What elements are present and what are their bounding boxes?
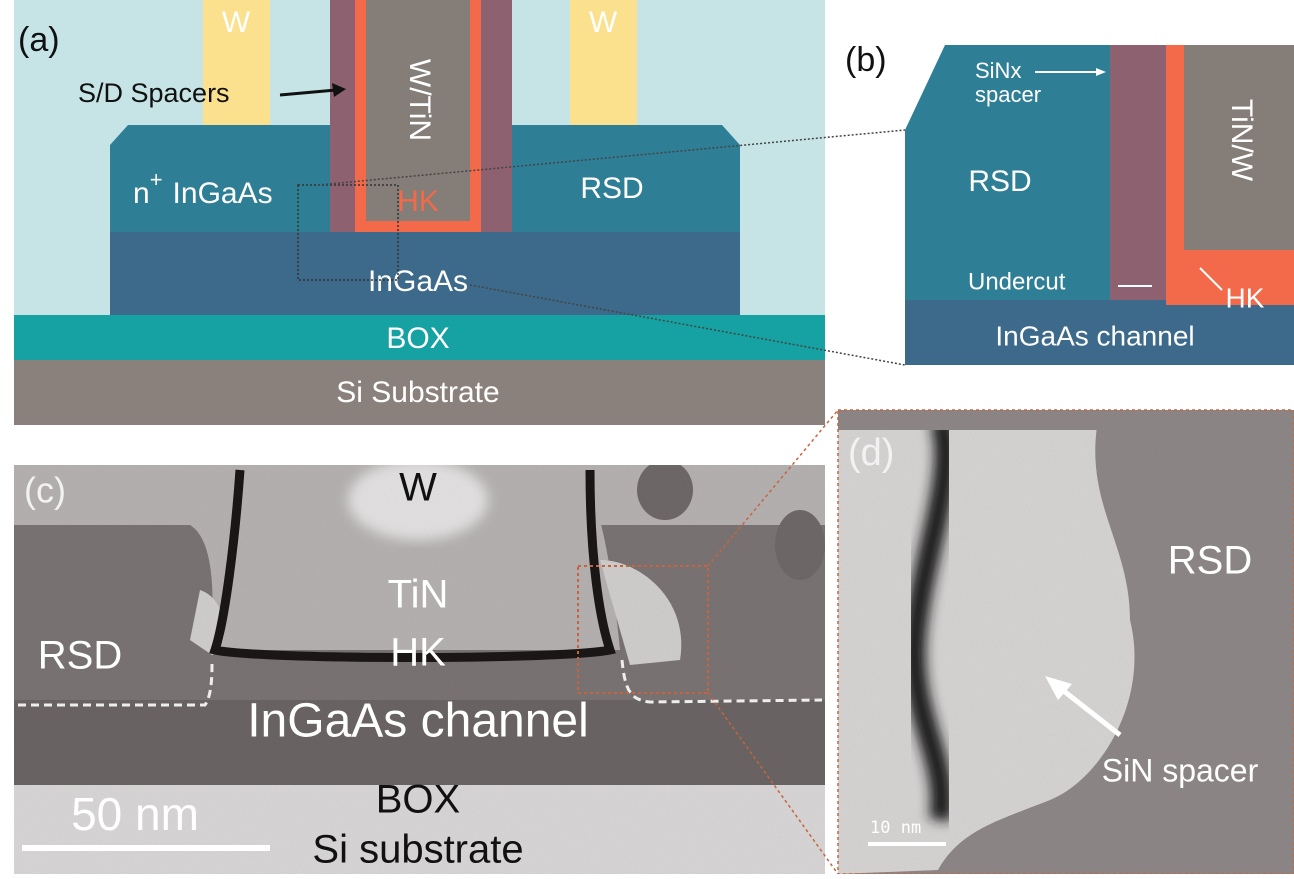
label: SiNx bbox=[975, 58, 1021, 83]
zoom-line bbox=[707, 409, 839, 567]
label: spacer bbox=[975, 82, 1041, 107]
label: HK bbox=[397, 185, 439, 218]
label: TiN/W bbox=[1225, 99, 1258, 182]
gate-metal bbox=[366, 0, 470, 221]
scale-bar bbox=[868, 842, 946, 846]
panel-c: (c) W TiN HK RSD InGaAs channel BOX Si s… bbox=[14, 409, 839, 875]
substrate bbox=[14, 360, 825, 425]
label: RSD bbox=[1168, 539, 1252, 583]
label: RSD bbox=[580, 172, 643, 205]
label: TiN bbox=[388, 573, 449, 617]
label: BOX bbox=[376, 778, 460, 822]
zoom-box bbox=[577, 565, 709, 694]
scale-label: 50 nm bbox=[71, 788, 199, 840]
panel-label: (c) bbox=[24, 470, 66, 511]
panel-d: (d) RSD SiN spacer 10 nm bbox=[837, 409, 1294, 875]
arrow bbox=[279, 88, 337, 97]
scale-label: 10 nm bbox=[870, 818, 921, 838]
label: HK bbox=[1226, 282, 1265, 313]
label: InGaAs channel bbox=[247, 695, 589, 748]
label: n+ InGaAs bbox=[133, 167, 273, 210]
label: Si Substrate bbox=[336, 376, 499, 409]
label-part: n bbox=[133, 177, 150, 210]
zoom-line bbox=[707, 692, 839, 875]
arrow bbox=[1058, 686, 1122, 737]
panel-a: (a) W W S/D Spacers W/TiN HK n+ InGaAs RS… bbox=[14, 0, 906, 425]
label: W bbox=[399, 466, 437, 510]
label: W/TiN bbox=[403, 59, 436, 141]
spacer bbox=[1110, 45, 1166, 300]
label: RSD bbox=[38, 634, 122, 678]
pointer bbox=[1199, 267, 1223, 291]
panel-label: (b) bbox=[845, 41, 887, 79]
panel-label: (a) bbox=[18, 21, 60, 59]
arrowhead bbox=[1096, 68, 1106, 76]
label: BOX bbox=[386, 322, 449, 355]
rsd-left bbox=[110, 125, 332, 250]
channel bbox=[905, 300, 1294, 365]
label-part: + bbox=[150, 167, 163, 192]
zoom-box bbox=[297, 184, 399, 281]
label: W bbox=[222, 6, 251, 39]
label: Si substrate bbox=[312, 828, 523, 872]
label: W bbox=[589, 6, 618, 39]
label: InGaAs bbox=[368, 265, 468, 298]
w-plug bbox=[570, 0, 637, 130]
box bbox=[14, 315, 825, 360]
panel-label: (d) bbox=[848, 432, 894, 474]
label-part: InGaAs bbox=[173, 177, 273, 210]
label: InGaAs channel bbox=[995, 320, 1194, 351]
label: S/D Spacers bbox=[78, 78, 230, 108]
ingaas-layer bbox=[110, 232, 740, 315]
scale-bar bbox=[22, 845, 270, 851]
label: RSD bbox=[968, 165, 1031, 198]
arrowhead bbox=[332, 83, 346, 97]
arrowhead bbox=[1045, 676, 1072, 700]
boundary bbox=[18, 659, 214, 707]
w-plug bbox=[203, 0, 270, 130]
boundary bbox=[620, 659, 823, 704]
gate-metal bbox=[1184, 45, 1294, 250]
panel-b: (b) SiNx spacer TiN/W RSD Undercut HK In… bbox=[845, 41, 1294, 365]
rsd-right bbox=[510, 125, 740, 250]
label: HK bbox=[390, 631, 446, 675]
label: SiN spacer bbox=[1102, 752, 1259, 788]
label: Undercut bbox=[968, 268, 1066, 295]
zoom-line bbox=[469, 284, 906, 366]
